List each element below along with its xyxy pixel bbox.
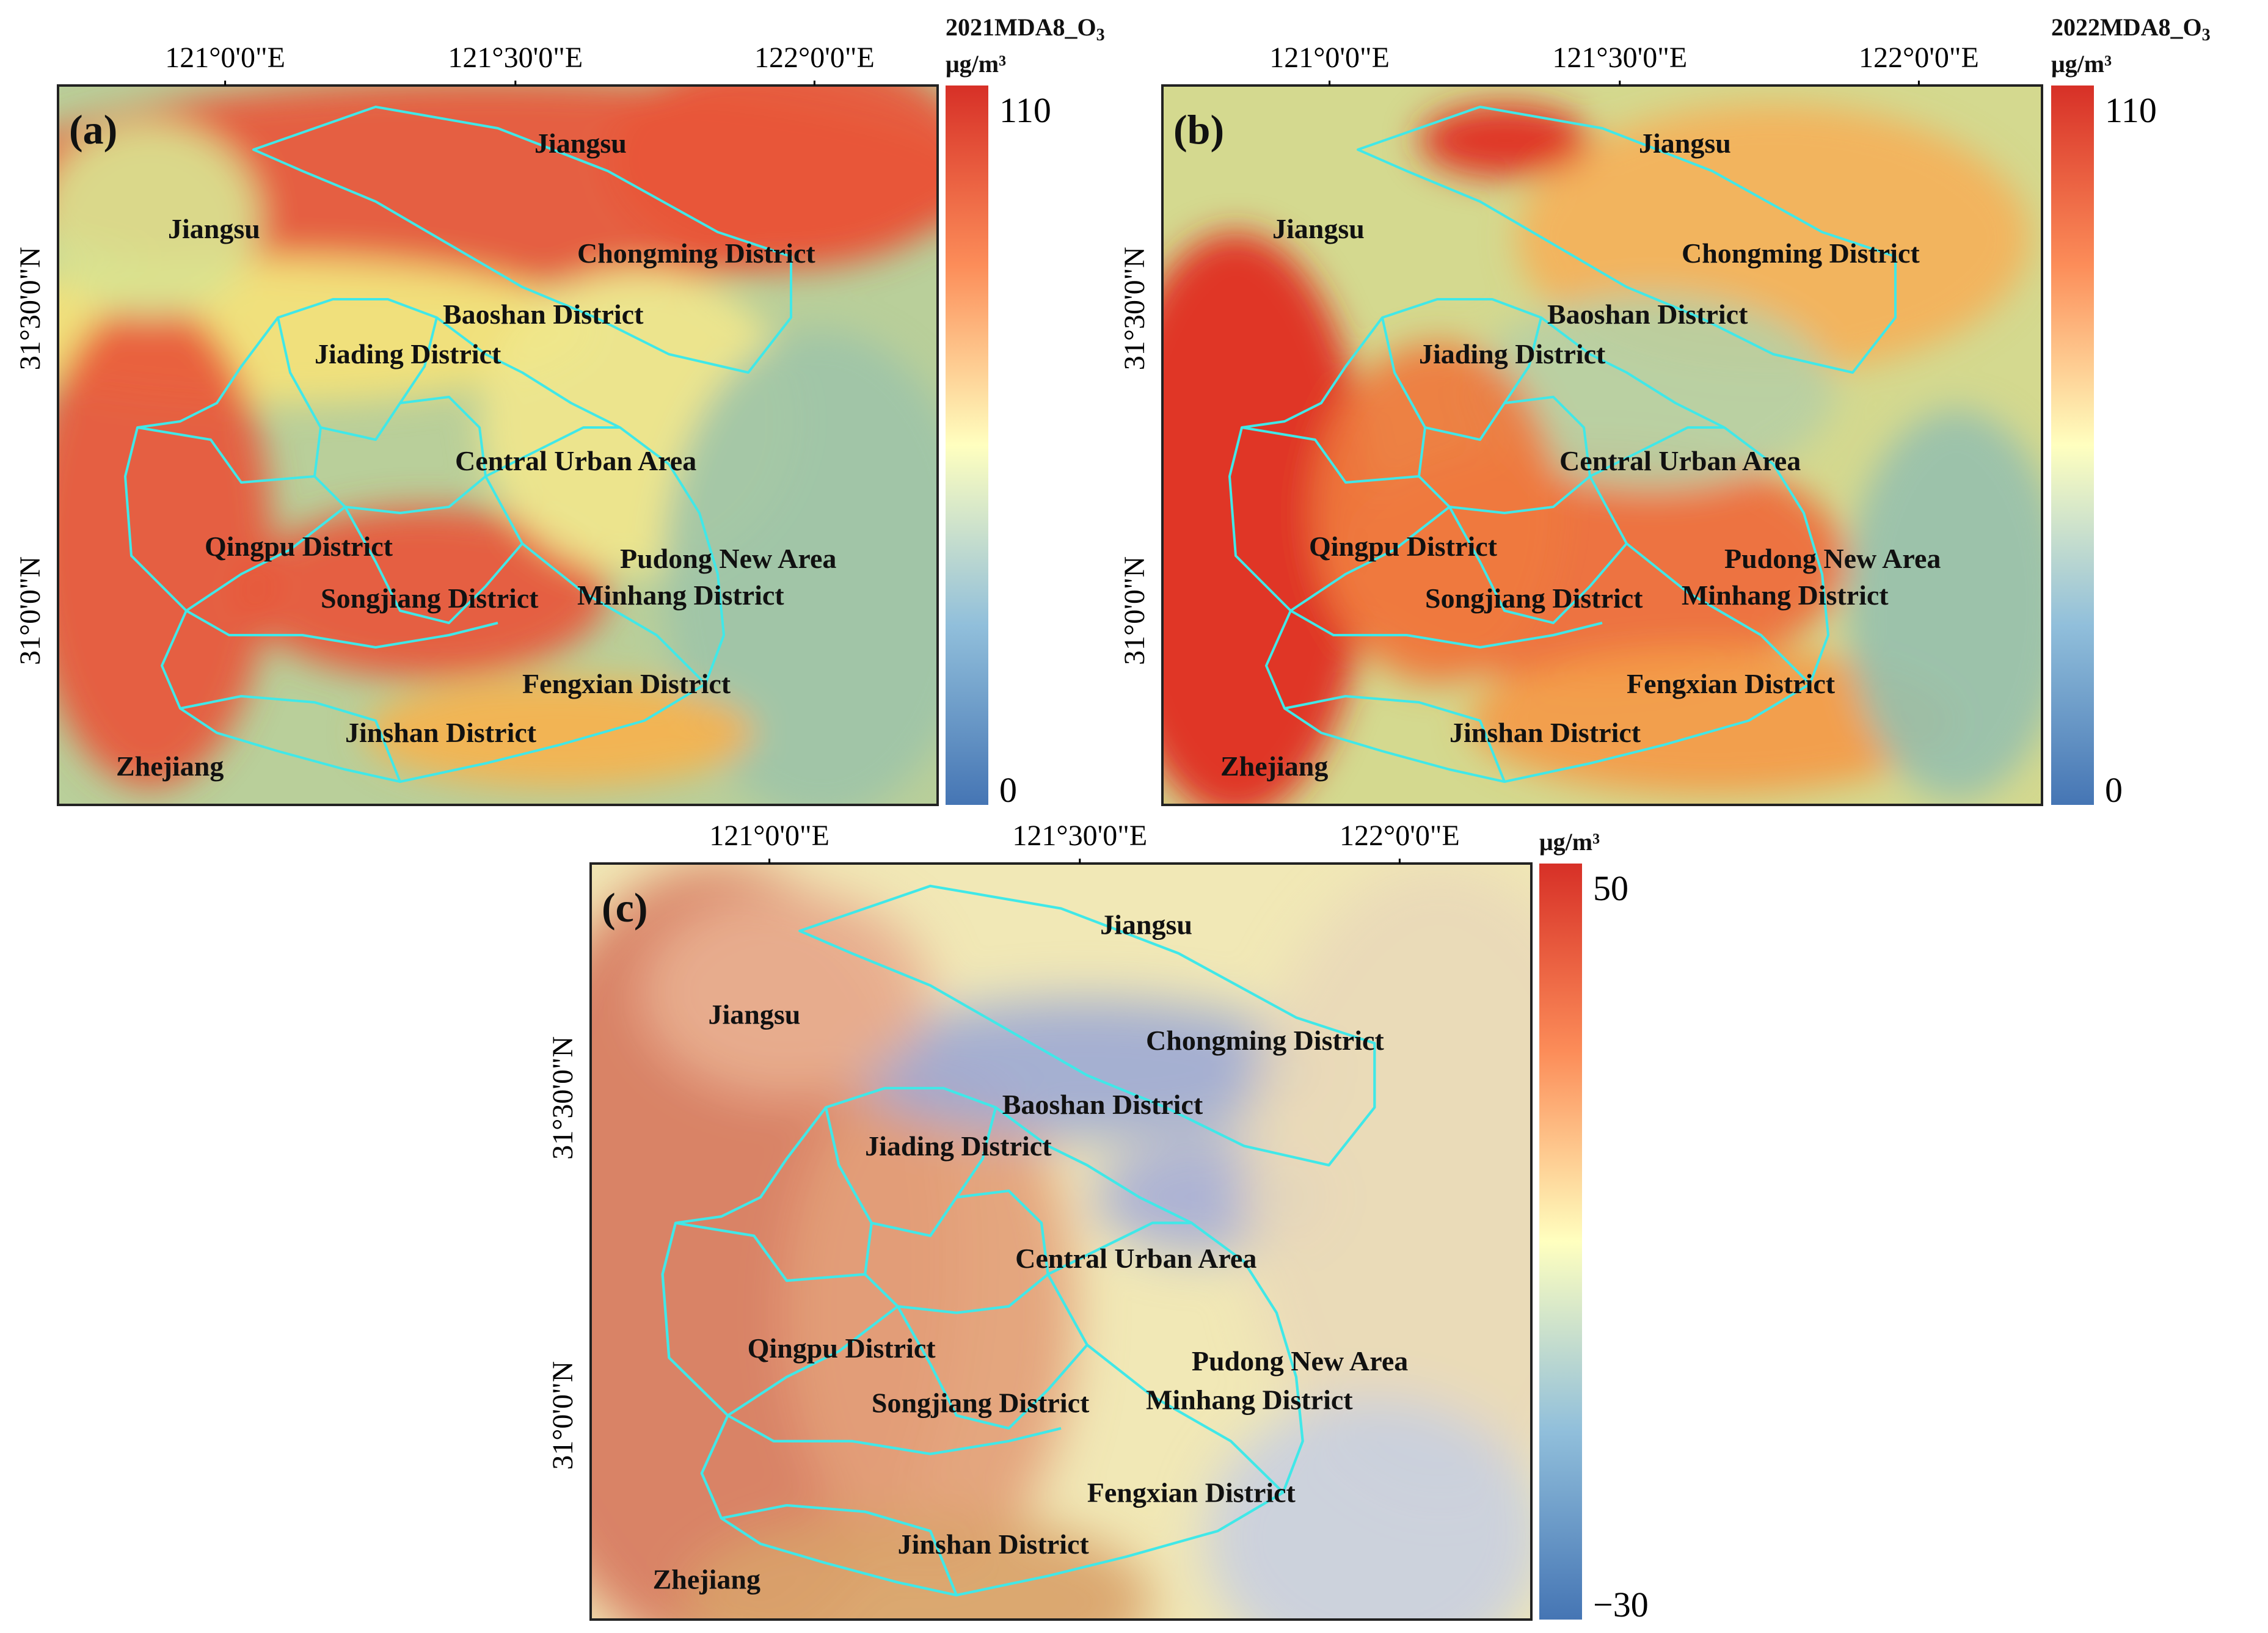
lon-tick-label: 122°0'0"E	[1340, 820, 1460, 852]
region-label: Fengxian District	[522, 668, 731, 699]
region-label: Jiading District	[1419, 338, 1606, 369]
region-label: Chongming District	[577, 238, 815, 269]
raster-field	[58, 85, 938, 805]
region-label: Zhejiang	[653, 1564, 760, 1595]
region-label: Qingpu District	[748, 1333, 936, 1364]
panel-tag: (b)	[1173, 106, 1224, 153]
region-label: Jiading District	[865, 1130, 1052, 1162]
colorbar: 110 0 2022MDA8_O3 μg/m³	[2051, 13, 2211, 810]
panel-b: (b) Jiangsu Chongming District Jiangsu Baosh…	[1118, 13, 2211, 810]
raster-field	[591, 864, 1531, 1620]
region-label: Chongming District	[1146, 1025, 1384, 1056]
lat-tick-label: 31°0'0"N	[14, 556, 46, 665]
colorbar-unit: μg/m³	[2051, 50, 2112, 78]
region-label: Minhang District	[1682, 580, 1889, 611]
panel-tag: (c)	[602, 884, 647, 931]
region-label: Jinshan District	[1449, 717, 1641, 748]
colorbar-title: 2021MDA8_O3	[946, 13, 1105, 45]
region-label: Jiangsu	[1639, 128, 1731, 159]
lon-tick-label: 122°0'0"E	[1859, 42, 1979, 74]
colorbar-min: −30	[1593, 1585, 1649, 1624]
lon-tick-label: 121°30'0"E	[1012, 820, 1147, 852]
region-label: Jinshan District	[345, 717, 537, 748]
lon-tick-label: 121°30'0"E	[1552, 42, 1687, 74]
region-label: Jiangsu	[168, 213, 260, 244]
region-label: Fengxian District	[1087, 1477, 1296, 1508]
region-label: Zhejiang	[1220, 751, 1328, 782]
lat-tick-label: 31°0'0"N	[547, 1361, 579, 1470]
colorbar-title: 2022MDA8_O3	[2051, 13, 2211, 45]
lon-tick-label: 121°0'0"E	[709, 820, 830, 852]
region-label: Qingpu District	[1309, 531, 1498, 562]
panel-a: (a) Jiangsu Chongming District Jiangsu Baosh…	[14, 13, 1105, 810]
lat-tick-label: 31°30'0"N	[547, 1036, 579, 1160]
region-label: Central Urban Area	[455, 445, 696, 476]
region-label: Jinshan District	[898, 1529, 1090, 1560]
lon-tick-label: 121°0'0"E	[165, 42, 285, 74]
colorbar-unit: μg/m³	[1539, 828, 1600, 856]
region-label: Jiangsu	[709, 999, 801, 1030]
region-label: Jiangsu	[534, 128, 627, 159]
lat-tick-label: 31°30'0"N	[14, 247, 46, 370]
region-label: Pudong New Area	[1192, 1345, 1408, 1377]
region-label: Fengxian District	[1627, 668, 1836, 699]
region-label: Songjiang District	[872, 1388, 1090, 1419]
region-label: Central Urban Area	[1559, 445, 1801, 476]
colorbar-max: 110	[999, 90, 1051, 130]
region-label: Pudong New Area	[1724, 543, 1941, 574]
colorbar: 50 −30 μg/m³	[1539, 828, 1649, 1624]
region-label: Minhang District	[1146, 1384, 1353, 1415]
colorbar-unit: μg/m³	[946, 50, 1006, 78]
region-label: Zhejiang	[116, 751, 224, 782]
region-label: Jiading District	[315, 338, 501, 369]
map-frame	[57, 84, 939, 806]
colorbar: 110 0 2021MDA8_O3 μg/m³	[946, 13, 1105, 810]
raster-field	[1162, 85, 2042, 805]
region-label: Jiangsu	[1100, 909, 1192, 940]
panel-tag: (a)	[69, 106, 117, 153]
lat-tick-label: 31°30'0"N	[1118, 247, 1151, 370]
region-label: Central Urban Area	[1015, 1243, 1256, 1274]
region-label: Minhang District	[577, 580, 784, 611]
region-label: Baoshan District	[1002, 1089, 1203, 1120]
region-label: Pudong New Area	[620, 543, 836, 574]
region-label: Songjiang District	[1425, 583, 1643, 614]
region-label: Jiangsu	[1272, 213, 1365, 244]
lon-tick-label: 121°0'0"E	[1269, 42, 1390, 74]
region-label: Qingpu District	[205, 531, 393, 562]
region-label: Chongming District	[1682, 238, 1920, 269]
region-label: Songjiang District	[321, 583, 539, 614]
lon-tick-label: 121°30'0"E	[448, 42, 583, 74]
colorbar-min: 0	[999, 770, 1017, 810]
colorbar-max: 110	[2105, 90, 2157, 130]
region-label: Baoshan District	[1547, 299, 1748, 330]
lon-tick-label: 122°0'0"E	[754, 42, 875, 74]
map-frame	[589, 862, 1533, 1621]
panel-c: (c) Jiangsu Chongming District Jiangsu Baosh…	[547, 820, 1649, 1624]
lat-tick-label: 31°0'0"N	[1118, 556, 1151, 665]
colorbar-max: 50	[1593, 868, 1628, 908]
colorbar-min: 0	[2105, 770, 2123, 810]
map-frame	[1161, 84, 2043, 806]
region-label: Baoshan District	[443, 299, 644, 330]
